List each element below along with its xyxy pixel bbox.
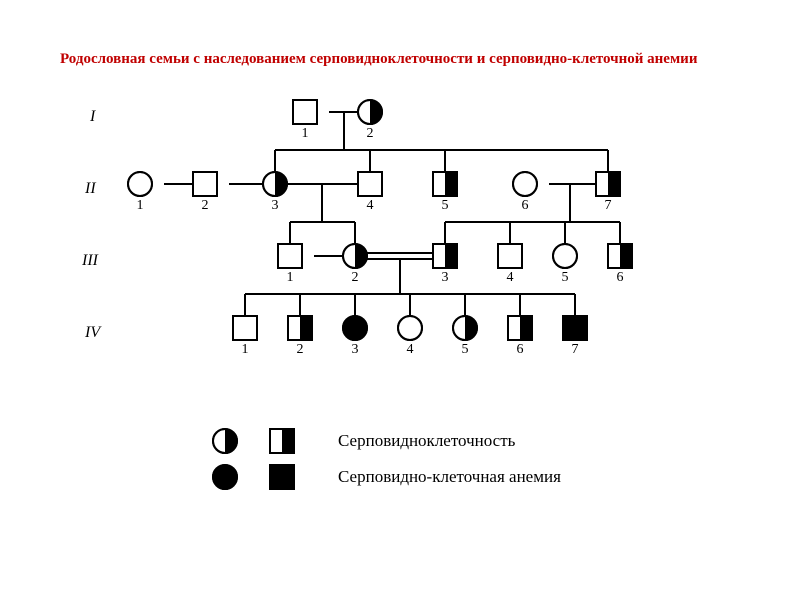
- person-I2: [358, 100, 382, 124]
- legend: Серповидноклеточность Серповидно-клеточна…: [0, 410, 800, 492]
- generation-label: III: [82, 252, 98, 270]
- person-IV2: [288, 316, 312, 340]
- person-number: 4: [400, 342, 420, 358]
- person-IV5: [453, 316, 477, 340]
- pedigree-chart: 1212345671234561234567IIIIIIIV: [0, 80, 800, 410]
- person-number: 6: [610, 270, 630, 286]
- person-III6: [608, 244, 632, 268]
- person-III1: [278, 244, 302, 268]
- person-III4: [498, 244, 522, 268]
- person-number: 6: [510, 342, 530, 358]
- page-title: Родословная семьи с наследованием серпов…: [0, 0, 800, 80]
- person-I1: [293, 100, 317, 124]
- legend-label: Серповидно-клеточная анемия: [338, 467, 561, 487]
- person-II2: [193, 172, 217, 196]
- person-II6: [513, 172, 537, 196]
- person-IV1: [233, 316, 257, 340]
- person-II7: [596, 172, 620, 196]
- person-III3: [433, 244, 457, 268]
- person-number: 5: [455, 342, 475, 358]
- person-II3: [263, 172, 287, 196]
- person-number: 3: [435, 270, 455, 286]
- person-number: 1: [280, 270, 300, 286]
- person-number: 2: [345, 270, 365, 286]
- person-number: 2: [195, 198, 215, 214]
- person-IV4: [398, 316, 422, 340]
- person-number: 2: [360, 126, 380, 142]
- person-number: 2: [290, 342, 310, 358]
- person-number: 7: [598, 198, 618, 214]
- person-number: 5: [555, 270, 575, 286]
- person-number: 4: [500, 270, 520, 286]
- person-number: 6: [515, 198, 535, 214]
- person-number: 1: [235, 342, 255, 358]
- person-number: 1: [295, 126, 315, 142]
- legend-row: Серповидноклеточность: [210, 426, 800, 456]
- person-III2: [343, 244, 367, 268]
- legend-row: Серповидно-клеточная анемия: [210, 462, 800, 492]
- person-II5: [433, 172, 457, 196]
- person-number: 3: [345, 342, 365, 358]
- person-IV7: [563, 316, 587, 340]
- person-number: 4: [360, 198, 380, 214]
- person-number: 3: [265, 198, 285, 214]
- legend-label: Серповидноклеточность: [338, 431, 515, 451]
- person-number: 7: [565, 342, 585, 358]
- generation-label: IV: [85, 324, 100, 342]
- person-number: 1: [130, 198, 150, 214]
- person-IV3: [343, 316, 367, 340]
- person-IV6: [508, 316, 532, 340]
- person-III5: [553, 244, 577, 268]
- generation-label: I: [90, 108, 95, 126]
- person-II4: [358, 172, 382, 196]
- person-number: 5: [435, 198, 455, 214]
- generation-label: II: [85, 180, 96, 198]
- person-II1: [128, 172, 152, 196]
